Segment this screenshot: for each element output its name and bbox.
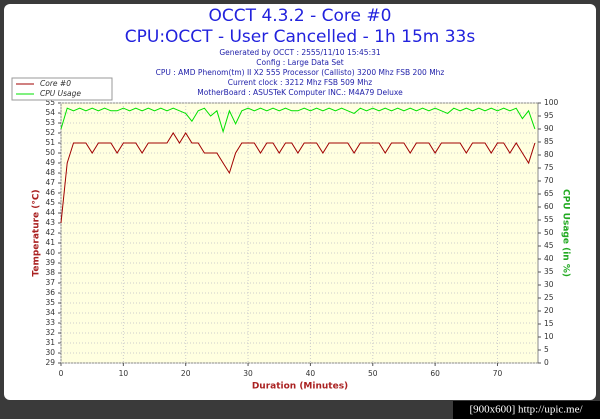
y2-tick-label: 100 [544,98,559,107]
y-tick-label: 36 [45,288,55,297]
y-tick-label: 49 [45,158,55,167]
y-tick-label: 46 [45,188,55,197]
y2-tick-label: 90 [544,124,554,133]
y-tick-label: 40 [45,248,55,257]
x-tick-label: 10 [119,369,129,378]
legend-label: Core #0 [40,79,71,88]
watermark-bg [453,401,600,419]
y2-axis-label: CPU Usage (in %) [561,189,571,277]
x-tick-label: 30 [243,369,253,378]
y2-tick-label: 15 [544,319,554,328]
y-tick-label: 30 [45,348,55,357]
y2-tick-label: 75 [544,163,554,172]
y2-tick-label: 30 [544,280,554,289]
y-tick-label: 47 [45,178,55,187]
y2-tick-label: 25 [544,293,554,302]
info-line: Current clock : 3212 Mhz FSB 509 Mhz [228,78,373,87]
y2-tick-label: 95 [544,111,554,120]
y2-tick-label: 80 [544,150,554,159]
x-tick-label: 70 [493,369,503,378]
y2-tick-label: 70 [544,176,554,185]
y2-tick-label: 60 [544,202,554,211]
y-tick-label: 34 [45,308,55,317]
info-line: CPU : AMD Phenom(tm) II X2 555 Processor… [156,68,445,77]
y2-tick-label: 20 [544,306,554,315]
y-tick-label: 55 [45,98,55,107]
y-tick-label: 32 [45,328,55,337]
y-tick-label: 51 [45,138,55,147]
y-tick-label: 37 [45,278,55,287]
series-line [60,107,536,134]
y2-tick-label: 45 [544,241,554,250]
info-line: MotherBoard : ASUSTeK Computer INC.: M4A… [197,88,403,97]
y-tick-label: 42 [45,228,55,237]
x-tick-label: 0 [59,369,64,378]
x-tick-label: 60 [430,369,440,378]
y-tick-label: 44 [45,208,55,217]
x-tick-label: 40 [306,369,316,378]
y-tick-label: 45 [45,198,55,207]
series-line [60,132,536,224]
y2-tick-label: 65 [544,189,554,198]
info-line: Config : Large Data Set [256,58,344,67]
y2-tick-label: 85 [544,137,554,146]
y2-tick-label: 35 [544,267,554,276]
x-tick-label: 20 [181,369,191,378]
x-axis-label: Duration (Minutes) [252,382,348,392]
legend-box [11,77,113,101]
plot-area [60,102,539,364]
watermark: [900x600] http://upic.me/ [469,404,583,416]
y-tick-label: 41 [45,238,55,247]
y-axis-label: Temperature (°C) [32,189,42,276]
y-tick-label: 50 [45,148,55,157]
y-tick-label: 31 [45,338,55,347]
chart-title: OCCT 4.3.2 - Core #0 [209,6,392,26]
y2-tick-label: 50 [544,228,554,237]
legend-label: CPU Usage [40,89,81,98]
info-line: Generated by OCCT : 2555/11/10 15:45:31 [219,48,381,57]
y2-tick-label: 10 [544,332,554,341]
y-tick-label: 52 [45,128,55,137]
y2-tick-label: 5 [544,345,549,354]
y-tick-label: 53 [45,118,55,127]
y-tick-label: 43 [45,218,55,227]
y-tick-label: 38 [45,268,55,277]
y-tick-label: 48 [45,168,55,177]
y2-tick-label: 40 [544,254,554,263]
y2-tick-label: 55 [544,215,554,224]
x-tick-label: 50 [368,369,378,378]
chart-subtitle: CPU:OCCT - User Cancelled - 1h 15m 33s [125,27,476,47]
y2-tick-label: 0 [544,358,549,367]
y-tick-label: 33 [45,318,55,327]
y-tick-label: 39 [45,258,55,267]
y-tick-label: 54 [45,108,55,117]
y-tick-label: 29 [45,358,55,367]
y-tick-label: 35 [45,298,55,307]
